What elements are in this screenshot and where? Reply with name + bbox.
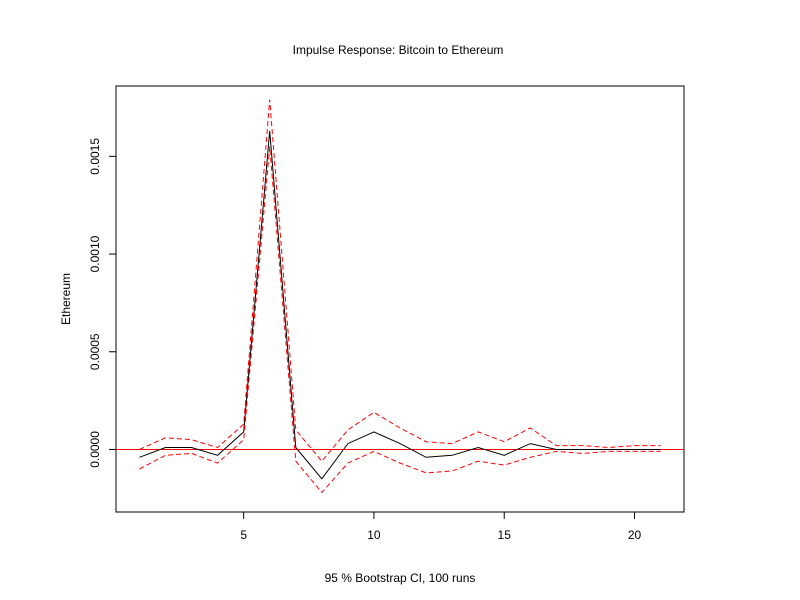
y-tick-label: 0.0000 bbox=[88, 431, 102, 468]
y-tick-label: 0.0005 bbox=[88, 333, 102, 370]
plot-frame bbox=[115, 85, 685, 513]
y-tick-label: 0.0010 bbox=[88, 235, 102, 272]
plot-area bbox=[116, 99, 684, 494]
x-tick-label: 20 bbox=[628, 528, 642, 542]
impulse-response-line bbox=[139, 130, 661, 480]
y-axis-label: Ethereum bbox=[59, 273, 73, 325]
y-axis: 0.0000 0.0005 0.0010 0.0015 bbox=[88, 138, 116, 468]
x-axis-label: 95 % Bootstrap CI, 100 runs bbox=[325, 571, 476, 585]
x-tick-label: 15 bbox=[498, 528, 512, 542]
x-tick-label: 10 bbox=[367, 528, 381, 542]
lower-ci-line bbox=[139, 146, 661, 494]
upper-ci-line bbox=[139, 99, 661, 462]
x-axis: 5 10 15 20 bbox=[240, 512, 641, 542]
chart-title: Impulse Response: Bitcoin to Ethereum bbox=[293, 43, 504, 57]
y-tick-label: 0.0015 bbox=[88, 138, 102, 175]
x-tick-label: 5 bbox=[240, 528, 247, 542]
